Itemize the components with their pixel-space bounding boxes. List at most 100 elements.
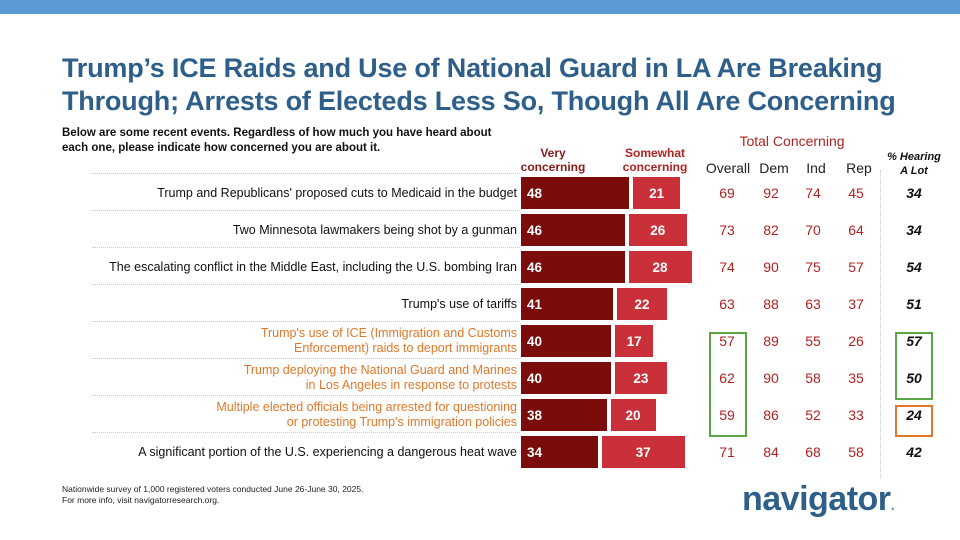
ind-value: 52 (805, 407, 821, 423)
bar-very-concerning: 34 (521, 436, 598, 468)
rep-value: 37 (848, 296, 864, 312)
overall-value: 71 (719, 444, 735, 460)
bar-somewhat-concerning: 17 (615, 325, 654, 357)
total-concerning-header: Total Concerning (739, 133, 845, 149)
bar-very-concerning: 46 (521, 214, 625, 246)
very-concerning-header: Very concerning (520, 146, 586, 174)
table-row: The escalating conflict in the Middle Ea… (0, 247, 960, 288)
row-divider (92, 247, 520, 248)
table-row: Trump deploying the National Guard and M… (0, 358, 960, 399)
rep-value: 64 (848, 222, 864, 238)
slide-title: Trump’s ICE Raids and Use of National Gu… (62, 53, 896, 116)
bar-very-concerning: 48 (521, 177, 629, 209)
bar-very-concerning: 40 (521, 325, 611, 357)
hearing-a-lot-value: 54 (906, 259, 922, 275)
ind-value: 63 (805, 296, 821, 312)
row-divider (92, 173, 520, 174)
somewhat-concerning-header: Somewhat concerning (622, 146, 688, 174)
dem-value: 90 (763, 259, 779, 275)
logo-dot: . (890, 497, 895, 514)
ind-value: 68 (805, 444, 821, 460)
rep-value: 45 (848, 185, 864, 201)
overall-value: 59 (719, 407, 735, 423)
logo-text: navigator (742, 480, 891, 518)
hearing-highlight-box-orange (895, 405, 933, 437)
category-label: The escalating conflict in the Middle Ea… (109, 260, 517, 274)
overall-value: 73 (719, 222, 735, 238)
ind-value: 75 (805, 259, 821, 275)
hearing-a-lot-value: 34 (906, 185, 922, 201)
rep-value: 26 (848, 333, 864, 349)
table-row: Multiple elected officials being arreste… (0, 395, 960, 436)
bar-somewhat-concerning: 37 (601, 436, 685, 468)
question-text: Below are some recent events. Regardless… (62, 127, 492, 154)
hearing-a-lot-value: 51 (906, 296, 922, 312)
bar-very-concerning: 40 (521, 362, 611, 394)
category-label: Trump's use of tariffs (401, 297, 517, 311)
row-divider (92, 284, 520, 285)
bar-somewhat-concerning: 22 (617, 288, 667, 320)
footer-info-note: For more info, visit navigatorresearch.o… (62, 495, 220, 505)
table-row: Trump's use of tariffs 41 22 63 88 63 37 51 (0, 284, 960, 325)
ind-value: 55 (805, 333, 821, 349)
navigator-logo: navigator. (742, 480, 895, 519)
hearing-a-lot-value: 42 (906, 444, 922, 460)
bar-very-concerning: 46 (521, 251, 625, 283)
row-divider (92, 321, 520, 322)
table-row: A significant portion of the U.S. experi… (0, 432, 960, 473)
category-label: A significant portion of the U.S. experi… (138, 445, 517, 459)
bar-somewhat-concerning: 26 (628, 214, 687, 246)
overall-value: 74 (719, 259, 735, 275)
top-accent-bar (0, 0, 960, 14)
category-label: Trump and Republicans' proposed cuts to … (157, 186, 517, 200)
ind-header: Ind (806, 160, 826, 176)
ind-value: 70 (805, 222, 821, 238)
ind-value: 74 (805, 185, 821, 201)
bar-somewhat-concerning: 20 (610, 399, 656, 431)
overall-value: 57 (719, 333, 735, 349)
category-label: Trump deploying the National Guard and M… (243, 363, 517, 392)
dem-header: Dem (759, 160, 789, 176)
row-divider (92, 432, 520, 433)
category-label: Two Minnesota lawmakers being shot by a … (232, 223, 517, 237)
hearing-a-lot-value: 34 (906, 222, 922, 238)
row-divider (92, 210, 520, 211)
rep-header: Rep (846, 160, 872, 176)
bar-somewhat-concerning: 28 (628, 251, 692, 283)
bar-somewhat-concerning: 21 (633, 177, 681, 209)
footer-survey-note: Nationwide survey of 1,000 registered vo… (62, 484, 364, 494)
rep-value: 33 (848, 407, 864, 423)
hearing-divider (880, 170, 881, 478)
overall-value: 62 (719, 370, 735, 386)
category-label: Trump's use of ICE (Immigration and Cust… (260, 326, 517, 355)
dem-value: 89 (763, 333, 779, 349)
bar-somewhat-concerning: 23 (615, 362, 667, 394)
overall-highlight-box (709, 332, 747, 437)
footer-note: Nationwide survey of 1,000 registered vo… (62, 484, 363, 506)
bar-very-concerning: 38 (521, 399, 607, 431)
hearing-highlight-box-green (895, 332, 933, 400)
dem-value: 82 (763, 222, 779, 238)
dem-value: 86 (763, 407, 779, 423)
rep-value: 58 (848, 444, 864, 460)
table-row: Two Minnesota lawmakers being shot by a … (0, 210, 960, 251)
rep-value: 57 (848, 259, 864, 275)
table-row: Trump's use of ICE (Immigration and Cust… (0, 321, 960, 362)
category-label: Multiple elected officials being arreste… (216, 400, 517, 429)
overall-value: 69 (719, 185, 735, 201)
hearing-a-lot-value: 50 (906, 370, 922, 386)
hearing-a-lot-value: 24 (906, 407, 922, 423)
table-row: Trump and Republicans' proposed cuts to … (0, 173, 960, 214)
dem-value: 84 (763, 444, 779, 460)
dem-value: 90 (763, 370, 779, 386)
dem-value: 92 (763, 185, 779, 201)
ind-value: 58 (805, 370, 821, 386)
hearing-a-lot-value: 57 (906, 333, 922, 349)
row-divider (92, 395, 520, 396)
overall-value: 63 (719, 296, 735, 312)
overall-header: Overall (705, 160, 751, 176)
rep-value: 35 (848, 370, 864, 386)
dem-value: 88 (763, 296, 779, 312)
hearing-a-lot-header: % Hearing A Lot (887, 151, 941, 177)
bar-very-concerning: 41 (521, 288, 614, 320)
